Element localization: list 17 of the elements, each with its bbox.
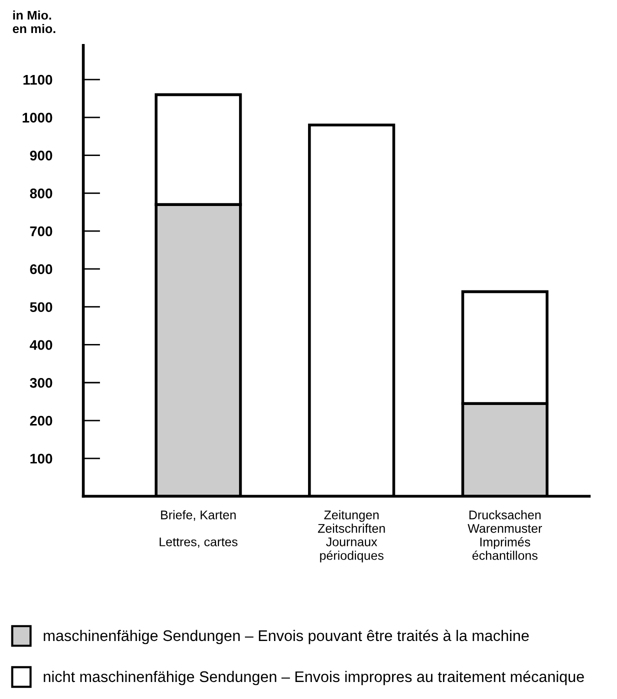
- y-tick-label: 900: [30, 150, 52, 160]
- legend-label: maschinenfähige Sendungen – Envois pouvant être traités à la machine: [44, 630, 529, 644]
- y-tick-label: 1100: [23, 74, 52, 85]
- y-tick-label: 1000: [22, 112, 52, 123]
- x-tick-label: Drucksachen Warenmuster Imprimés échantillons: [468, 510, 542, 560]
- x-tick-label: Zeitungen Zeitschriften Journaux périodiques: [318, 510, 385, 562]
- y-tick-label: 200: [30, 416, 52, 426]
- y-axis-title: in Mio. en mio.: [12, 10, 56, 34]
- y-tick-label: 600: [30, 264, 52, 274]
- y-tick-label: 800: [30, 188, 52, 198]
- y-tick-label: 100: [30, 454, 52, 464]
- category-label: Briefe, Karten Lettres, cartes: [160, 510, 238, 548]
- y-tick-label: 300: [30, 378, 52, 388]
- y-tick-label: 700: [30, 226, 52, 236]
- y-tick-label: 400: [30, 340, 52, 350]
- y-tick-label: 500: [30, 302, 52, 312]
- legend-label: nicht maschinenfähige Sendungen – Envois impropres au traitement mécanique: [44, 670, 584, 686]
